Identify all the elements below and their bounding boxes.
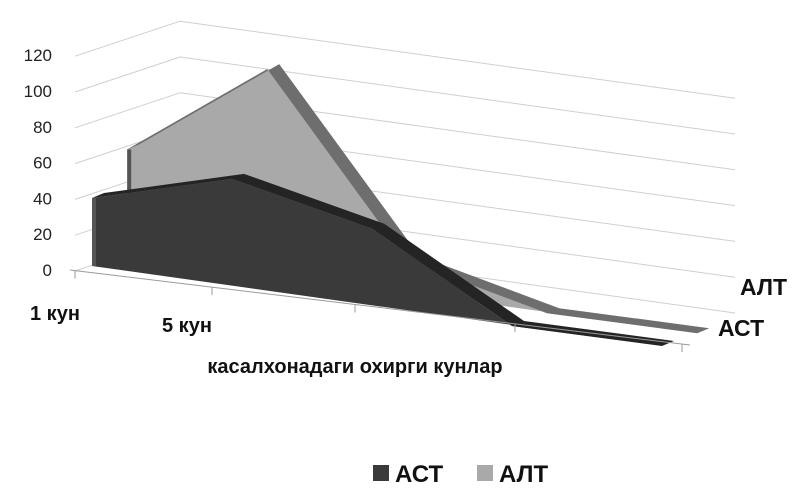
- y-tick-label: 60: [33, 154, 52, 173]
- legend-label-ast: АСТ: [395, 461, 443, 488]
- legend: АСТ АЛТ: [373, 461, 548, 488]
- series-areas: [92, 64, 710, 346]
- y-tick-label: 80: [33, 118, 52, 137]
- gridline-back: [179, 20, 736, 99]
- series-axis-label-ast: АСТ: [718, 315, 764, 341]
- legend-swatch-alt: [477, 465, 493, 481]
- y-tick-label: 20: [33, 225, 52, 244]
- series-ast-front-edge: [92, 197, 96, 266]
- gridline-left: [74, 56, 181, 93]
- y-tick-label: 120: [24, 46, 52, 65]
- x-axis: 1 кун 5 кун: [30, 269, 691, 353]
- x-axis-line: [69, 269, 691, 346]
- legend-label-alt: АЛТ: [499, 461, 548, 488]
- gridline-left: [74, 92, 181, 129]
- gridline-left: [74, 20, 181, 57]
- y-tick-label: 40: [33, 189, 52, 208]
- legend-swatch-ast: [373, 465, 389, 481]
- y-axis-ticks: 0 20 40 60 80 100 120: [24, 46, 52, 280]
- series-ast-area: [92, 178, 662, 346]
- x-axis-title: касалхонадаги охирги кунлар: [207, 356, 502, 378]
- x-category-label: 5 кун: [162, 315, 212, 337]
- y-tick-label: 100: [24, 82, 52, 101]
- y-tick-label: 0: [43, 261, 52, 280]
- series-axis-label-alt: АЛТ: [740, 274, 787, 300]
- x-category-label: 1 кун: [30, 303, 80, 325]
